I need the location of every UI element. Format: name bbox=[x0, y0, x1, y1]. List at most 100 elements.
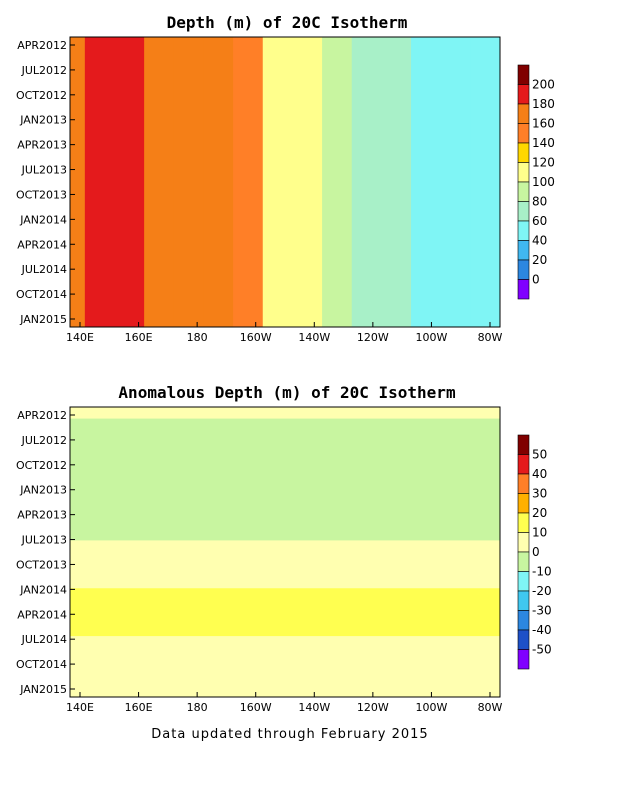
colorbar-label: -30 bbox=[532, 604, 552, 618]
colorbar-label: 120 bbox=[532, 156, 555, 170]
chart1-x-axis: 140E 160E 180 160W 140W 120W 100W 80W bbox=[66, 322, 503, 344]
heat-band bbox=[70, 407, 500, 420]
chart1-frame bbox=[69, 36, 501, 328]
y-tick-label: APR2012 bbox=[17, 39, 67, 52]
chart1-heatmap bbox=[70, 37, 500, 327]
y-tick-label: APR2013 bbox=[17, 139, 67, 152]
colorbar-swatch bbox=[517, 512, 530, 533]
y-tick-label: OCT2012 bbox=[16, 459, 67, 472]
colorbar-label: 80 bbox=[532, 195, 547, 209]
heat-band bbox=[70, 685, 500, 697]
x-tick-label: 160W bbox=[240, 701, 272, 714]
colorbar-label: 20 bbox=[532, 253, 547, 267]
y-tick-label: OCT2014 bbox=[16, 288, 67, 301]
heat-band bbox=[262, 37, 293, 327]
colorbar-swatch bbox=[517, 590, 530, 611]
colorbar-label: 0 bbox=[532, 273, 540, 287]
colorbar-swatch bbox=[517, 162, 530, 183]
chart2-colorbar: 50 40 30 20 10 0 -10 -20 -30 -40 -50 bbox=[517, 434, 552, 670]
x-tick-label: 140E bbox=[66, 331, 94, 344]
colorbar-label: 50 bbox=[532, 448, 547, 462]
y-tick-label: JUL2013 bbox=[21, 534, 67, 547]
heat-band bbox=[70, 612, 500, 637]
y-tick-label: JAN2015 bbox=[19, 313, 67, 326]
colorbar-label: -10 bbox=[532, 565, 552, 579]
y-tick-label: JAN2015 bbox=[19, 683, 67, 696]
x-tick-label: 100W bbox=[415, 331, 447, 344]
colorbar-label: 160 bbox=[532, 117, 555, 131]
heat-band bbox=[70, 418, 500, 444]
heat-band bbox=[70, 467, 500, 492]
colorbar-swatch bbox=[517, 123, 530, 144]
colorbar-label: 180 bbox=[532, 97, 555, 111]
colorbar-swatch bbox=[517, 142, 530, 163]
heat-band bbox=[70, 588, 500, 614]
colorbar-label: 40 bbox=[532, 467, 547, 481]
heat-band bbox=[173, 37, 204, 327]
chart2-frame bbox=[69, 406, 501, 698]
y-tick-label: JUL2013 bbox=[21, 164, 67, 177]
colorbar-label: 10 bbox=[532, 526, 547, 540]
x-tick-label: 80W bbox=[478, 331, 503, 344]
y-tick-label: OCT2014 bbox=[16, 658, 67, 671]
footer-note: Data updated through February 2015 bbox=[151, 727, 428, 742]
colorbar-swatch bbox=[517, 279, 530, 300]
colorbar-swatch bbox=[517, 84, 530, 105]
colorbar-label: 100 bbox=[532, 175, 555, 189]
chart2-y-axis: APR2012 JUL2012 OCT2012 JAN2013 APR2013 JUL20… bbox=[16, 409, 75, 696]
heat-band bbox=[70, 660, 500, 686]
heat-band bbox=[470, 37, 500, 327]
x-tick-label: 80W bbox=[478, 701, 503, 714]
y-tick-label: APR2014 bbox=[17, 238, 67, 251]
colorbar-swatch bbox=[517, 493, 530, 514]
y-tick-label: OCT2012 bbox=[16, 89, 67, 102]
y-tick-label: APR2014 bbox=[17, 608, 67, 621]
x-tick-label: 120W bbox=[357, 331, 389, 344]
heat-band bbox=[381, 37, 412, 327]
chart1-title: Depth (m) of 20C Isotherm bbox=[167, 13, 408, 32]
colorbar-swatch bbox=[517, 571, 530, 592]
y-tick-label: APR2012 bbox=[17, 409, 67, 422]
x-tick-label: 100W bbox=[415, 701, 447, 714]
colorbar-swatch bbox=[517, 434, 530, 455]
heat-band bbox=[233, 37, 264, 327]
chart2-heatmap bbox=[70, 407, 500, 697]
colorbar-label: -40 bbox=[532, 623, 552, 637]
colorbar-swatch bbox=[517, 629, 530, 650]
heat-band bbox=[70, 37, 86, 327]
y-tick-label: JAN2014 bbox=[19, 213, 67, 226]
colorbar-label: 60 bbox=[532, 214, 547, 228]
x-tick-label: 120W bbox=[357, 701, 389, 714]
heat-band bbox=[70, 636, 500, 662]
heat-band bbox=[70, 443, 500, 469]
colorbar-label: 40 bbox=[532, 234, 547, 248]
heat-band bbox=[144, 37, 175, 327]
y-tick-label: JAN2014 bbox=[19, 583, 67, 596]
colorbar-label: 200 bbox=[532, 78, 555, 92]
y-tick-label: JUL2014 bbox=[21, 263, 67, 276]
x-tick-label: 160E bbox=[125, 331, 153, 344]
heat-band bbox=[322, 37, 353, 327]
colorbar-swatch bbox=[517, 649, 530, 670]
x-tick-label: 180 bbox=[187, 701, 208, 714]
y-tick-label: JAN2013 bbox=[19, 114, 67, 127]
colorbar-label: -20 bbox=[532, 584, 552, 598]
heat-band bbox=[440, 37, 471, 327]
colorbar-swatch bbox=[517, 181, 530, 202]
heat-band bbox=[292, 37, 323, 327]
heat-band bbox=[70, 540, 500, 565]
heat-band bbox=[114, 37, 145, 327]
colorbar-label: 20 bbox=[532, 506, 547, 520]
colorbar-label: 0 bbox=[532, 545, 540, 559]
colorbar-swatch bbox=[517, 201, 530, 222]
colorbar-label: 30 bbox=[532, 487, 547, 501]
x-tick-label: 160W bbox=[240, 331, 272, 344]
colorbar-swatch bbox=[517, 532, 530, 553]
heat-band bbox=[351, 37, 382, 327]
heat-band bbox=[70, 563, 500, 589]
y-tick-label: JUL2012 bbox=[21, 64, 67, 77]
colorbar-swatch bbox=[517, 454, 530, 475]
y-tick-label: JAN2013 bbox=[19, 484, 67, 497]
